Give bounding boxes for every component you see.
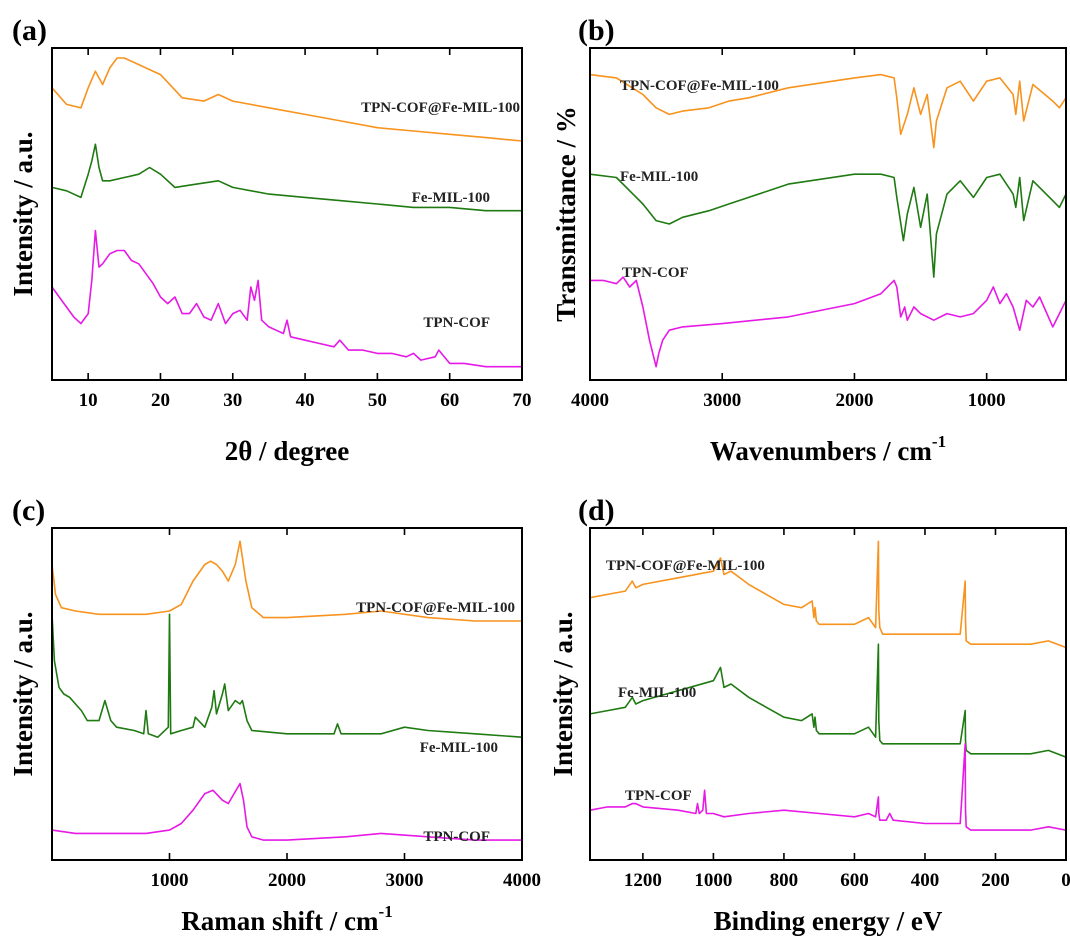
series-line-fe-mil-100 — [589, 173, 1067, 278]
series-label: TPN-COF@Fe-MIL-100 — [361, 100, 520, 116]
y-axis-title: Intensity / a.u. — [548, 611, 578, 776]
series-line-tpn-cof-fe-mil-100 — [589, 73, 1067, 149]
x-tick-label: 800 — [770, 870, 799, 891]
panel-label: (c) — [12, 494, 45, 527]
series-label: Fe-MIL-100 — [620, 169, 698, 185]
x-tick-label: 0 — [1061, 870, 1070, 891]
panel-2: (c) TPN-COF@Fe-MIL-100 Fe-MIL-100 TPN-COF 10… — [8, 494, 541, 936]
series-line-tpn-cof — [51, 229, 522, 368]
panel-label: (d) — [578, 494, 615, 527]
x-axis-title: Raman shift / cm-1 — [181, 902, 392, 936]
panel-1: (b) TPN-COF@Fe-MIL-100 Fe-MIL-100 TPN-COF 40… — [551, 14, 1067, 466]
series-line-fe-mil-100 — [589, 643, 1067, 758]
series-label: TPN-COF — [423, 315, 490, 331]
panel-3: (d) TPN-COF@Fe-MIL-100 Fe-MIL-100 TPN-COF 12… — [548, 494, 1070, 936]
series-line-tpn-cof — [590, 276, 1067, 368]
x-tick-label: 30 — [223, 390, 242, 411]
x-tick-label: 1200 — [624, 870, 662, 891]
x-tick-label: 2000 — [268, 870, 306, 891]
series-line-tpn-cof — [51, 782, 522, 841]
y-axis-title: Intensity / a.u. — [8, 131, 38, 296]
x-tick-label: 400 — [911, 870, 940, 891]
series-line-fe-mil-100 — [51, 143, 522, 212]
series-label: Fe-MIL-100 — [420, 740, 498, 756]
x-axis-title-text: Raman shift / cm — [181, 906, 379, 936]
x-tick-label: 600 — [840, 870, 869, 891]
series-label: TPN-COF — [423, 829, 490, 845]
x-tick-label: 4000 — [503, 870, 541, 891]
x-tick-label: 1000 — [694, 870, 732, 891]
series-label: TPN-COF@Fe-MIL-100 — [620, 78, 779, 94]
panel-label: (b) — [578, 14, 615, 47]
plot-frame — [51, 47, 523, 381]
series-label: TPN-COF — [622, 265, 689, 281]
plot-frame — [589, 527, 1067, 861]
series-line-tpn-cof-fe-mil-100 — [51, 57, 523, 142]
series-label: TPN-COF@Fe-MIL-100 — [606, 558, 765, 574]
x-axis-title: 2θ / degree — [225, 436, 350, 466]
series-line-tpn-cof-fe-mil-100 — [51, 540, 522, 622]
x-tick-label: 20 — [151, 390, 170, 411]
series-label: TPN-COF@Fe-MIL-100 — [356, 600, 515, 616]
x-tick-label: 60 — [440, 390, 459, 411]
x-axis-title: Binding energy / eV — [714, 906, 943, 936]
y-axis-title: Transmittance / % — [551, 106, 581, 321]
series-label: Fe-MIL-100 — [618, 685, 696, 701]
x-axis-title-text: Binding energy / eV — [714, 906, 943, 936]
panel-label: (a) — [12, 14, 47, 47]
x-axis-title-text: Wavenumbers / cm — [710, 436, 932, 466]
series-label: Fe-MIL-100 — [412, 190, 490, 206]
x-tick-label: 1000 — [968, 390, 1006, 411]
x-axis-title-superscript: -1 — [932, 432, 946, 451]
series-line-tpn-cof-fe-mil-100 — [589, 540, 1067, 649]
x-tick-label: 4000 — [571, 390, 609, 411]
x-tick-label: 1000 — [151, 870, 189, 891]
x-tick-label: 3000 — [386, 870, 424, 891]
series-line-tpn-cof — [589, 742, 1067, 831]
x-tick-label: 2000 — [835, 390, 873, 411]
x-tick-label: 3000 — [703, 390, 741, 411]
x-tick-label: 50 — [368, 390, 387, 411]
y-axis-title: Intensity / a.u. — [8, 611, 38, 776]
x-tick-label: 70 — [513, 390, 532, 411]
panel-0: (a) TPN-COF@Fe-MIL-100 Fe-MIL-100 TPN-COF 10… — [8, 14, 532, 466]
series-line-fe-mil-100 — [51, 613, 523, 739]
x-tick-label: 10 — [79, 390, 98, 411]
x-tick-label: 200 — [981, 870, 1010, 891]
x-axis-title-superscript: -1 — [379, 902, 393, 921]
x-axis-title-text: 2θ / degree — [225, 436, 350, 466]
plot-frame — [51, 527, 523, 861]
x-axis-title: Wavenumbers / cm-1 — [710, 432, 946, 466]
plot-frame — [589, 47, 1067, 381]
x-tick-label: 40 — [296, 390, 315, 411]
series-label: TPN-COF — [625, 788, 692, 804]
